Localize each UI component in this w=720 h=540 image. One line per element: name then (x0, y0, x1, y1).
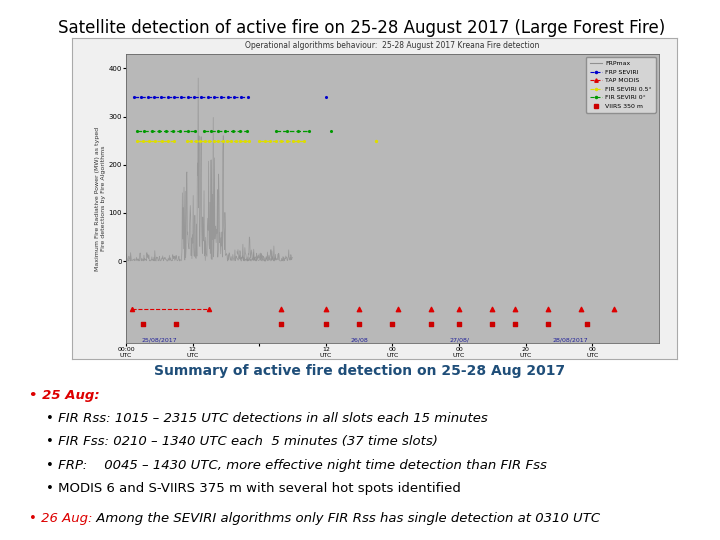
Point (387, 319, 398, 328)
Point (276, 305, 287, 314)
Point (581, 319, 593, 328)
Point (370, 136, 382, 145)
Point (426, 305, 437, 314)
Point (487, 305, 498, 314)
Point (320, 93, 331, 102)
Point (325, 127, 337, 136)
Point (454, 319, 465, 328)
Text: • FRP:    0045 – 1430 UTC, more effective night time detection than FIR Fss: • FRP: 0045 – 1430 UTC, more effective n… (29, 458, 546, 471)
Point (170, 319, 181, 328)
Point (426, 319, 437, 328)
Legend: FRPmax, FRP SEVIRI, TAP MODIS, FIR SEVIRI 0.5°, FIR SEVIRI 0°, VIIRS 350 m: FRPmax, FRP SEVIRI, TAP MODIS, FIR SEVIR… (586, 57, 656, 112)
Text: • 26 Aug:: • 26 Aug: (29, 512, 92, 525)
Point (320, 305, 331, 314)
Point (487, 319, 498, 328)
Point (320, 319, 331, 328)
Text: 26/08: 26/08 (350, 337, 368, 342)
Text: • FIR Rss: 1015 – 2315 UTC detections in all slots each 15 minutes: • FIR Rss: 1015 – 2315 UTC detections in… (29, 412, 487, 425)
Text: Among the SEVIRI algorithms only FIR Rss has single detection at 0310 UTC: Among the SEVIRI algorithms only FIR Rss… (92, 512, 600, 525)
Y-axis label: Maximum Fire Radiative Power (MW) as typed
Fire detections by Fire Algorithms: Maximum Fire Radiative Power (MW) as typ… (95, 126, 106, 271)
Point (575, 305, 587, 314)
Point (509, 319, 521, 328)
Text: • MODIS 6 and S-VIIRS 375 m with several hot spots identified: • MODIS 6 and S-VIIRS 375 m with several… (29, 482, 461, 495)
Point (392, 305, 404, 314)
Title: Operational algorithms behaviour:  25-28 August 2017 Kreana Fire detection: Operational algorithms behaviour: 25-28 … (246, 42, 539, 50)
Point (509, 305, 521, 314)
Point (354, 305, 365, 314)
Point (454, 305, 465, 314)
Point (276, 319, 287, 328)
Text: 28/08/2017: 28/08/2017 (552, 337, 588, 342)
Point (542, 319, 554, 328)
Text: 27/08/: 27/08/ (449, 337, 469, 342)
Text: Summary of active fire detection on 25-28 Aug 2017: Summary of active fire detection on 25-2… (154, 364, 566, 379)
Point (354, 319, 365, 328)
Text: Satellite detection of active fire on 25-28 August 2017 (Large Forest Fire): Satellite detection of active fire on 25… (58, 19, 665, 37)
Point (137, 319, 148, 328)
Text: • 25 Aug:: • 25 Aug: (29, 389, 99, 402)
Text: • FIR Fss: 0210 – 1340 UTC each  5 minutes (37 time slots): • FIR Fss: 0210 – 1340 UTC each 5 minute… (29, 435, 438, 448)
Text: 25/08/2017: 25/08/2017 (142, 337, 177, 342)
Point (608, 305, 620, 314)
Point (542, 305, 554, 314)
